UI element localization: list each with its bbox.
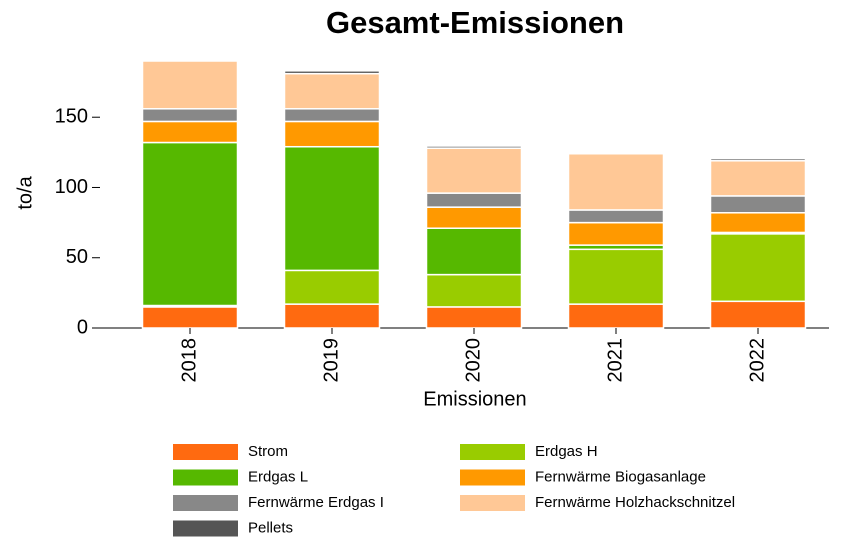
- y-tick-label: 0: [77, 316, 88, 338]
- bar-segment: [283, 269, 381, 305]
- bar-segment: [425, 147, 523, 194]
- bar-segment: [709, 233, 807, 303]
- bar-segment: [141, 141, 239, 307]
- y-tick-label: 100: [55, 176, 88, 198]
- bar-segment: [141, 120, 239, 144]
- bar-segment: [567, 152, 665, 211]
- bar-segment: [709, 300, 807, 329]
- x-tick-label: 2018: [178, 338, 200, 383]
- legend-label: Fernwärme Erdgas I: [248, 494, 384, 511]
- legend-label: Pellets: [248, 519, 293, 536]
- bar-segment: [283, 145, 381, 272]
- bar-segment: [567, 209, 665, 224]
- bar-segment: [283, 108, 381, 123]
- bar-segment: [567, 221, 665, 246]
- x-tick-label: 2020: [462, 338, 484, 383]
- legend-swatch: [460, 495, 525, 511]
- legend-swatch: [173, 444, 238, 460]
- legend-swatch: [173, 495, 238, 511]
- legend-label: Erdgas H: [535, 443, 598, 460]
- legend-label: Erdgas L: [248, 468, 308, 485]
- bar-segment: [567, 303, 665, 329]
- y-tick-label: 150: [55, 105, 88, 127]
- bar-segment: [567, 248, 665, 305]
- x-axis-title: Emissionen: [423, 388, 526, 410]
- legend-label: Strom: [248, 443, 288, 460]
- bar-segment: [709, 157, 807, 162]
- x-tick-label: 2021: [604, 338, 626, 383]
- x-tick-label: 2019: [320, 338, 342, 383]
- legend-swatch: [173, 469, 238, 486]
- bar-segment: [283, 120, 381, 148]
- bar-segment: [141, 60, 239, 110]
- x-tick-label: 2022: [746, 338, 768, 383]
- bar-segment: [141, 108, 239, 123]
- legend-swatch: [460, 444, 525, 460]
- bar-segment: [283, 72, 381, 110]
- bar-segment: [141, 306, 239, 329]
- legend-swatch: [460, 469, 525, 486]
- chart-title: Gesamt-Emissionen: [326, 5, 624, 40]
- bar-segment: [283, 303, 381, 329]
- bar-segment: [425, 145, 523, 149]
- bar-segment: [709, 160, 807, 197]
- bar-segment: [425, 206, 523, 229]
- bar-segment: [425, 192, 523, 208]
- legend-swatch: [173, 520, 238, 537]
- bar-segment: [425, 227, 523, 276]
- bar-segment: [283, 70, 381, 75]
- bar-segment: [425, 273, 523, 308]
- bar-segment: [709, 195, 807, 214]
- y-axis-title: to/a: [14, 175, 36, 209]
- y-tick-label: 50: [66, 246, 88, 268]
- bar-segment: [709, 212, 807, 234]
- legend-label: Fernwärme Biogasanlage: [535, 468, 706, 485]
- legend-label: Fernwärme Holzhackschnitzel: [535, 494, 735, 511]
- bar-segment: [425, 306, 523, 329]
